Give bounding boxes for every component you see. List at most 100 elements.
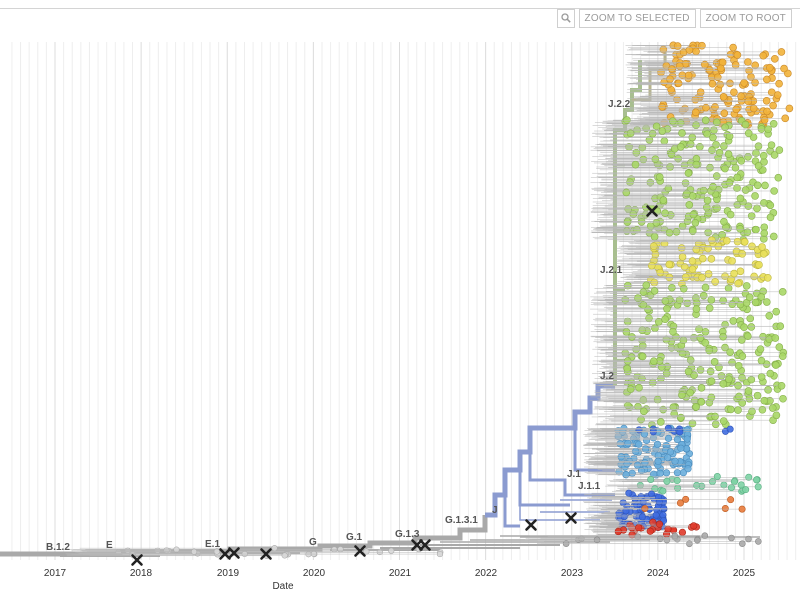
tip-node — [662, 469, 671, 477]
tip-node — [672, 227, 681, 236]
tip-node — [650, 357, 658, 366]
tip-node — [620, 513, 628, 521]
tip-node — [715, 148, 724, 157]
tip-node — [707, 296, 716, 304]
tip-node — [646, 527, 654, 535]
tip-node — [769, 101, 777, 110]
tip-node — [745, 535, 752, 543]
tip-node — [760, 116, 769, 124]
tip-node — [436, 550, 444, 558]
tip-node — [651, 324, 659, 333]
zoom-icon[interactable] — [556, 9, 575, 28]
tip-node — [726, 425, 734, 433]
tip-node — [638, 513, 646, 521]
tip-node — [721, 123, 729, 132]
tip-node — [738, 373, 746, 382]
tip-node — [748, 242, 756, 251]
tip-node — [764, 125, 772, 134]
tip-node — [692, 305, 701, 313]
tip-node — [676, 499, 684, 507]
tip-node — [660, 137, 669, 145]
tip-node — [728, 257, 736, 265]
tip-node — [738, 399, 747, 407]
tip-node — [737, 92, 745, 100]
tip-node — [760, 250, 768, 258]
tip-node — [674, 484, 682, 492]
tip-node — [724, 150, 733, 159]
tip-node — [671, 457, 679, 465]
tip-node — [706, 163, 714, 172]
tip-node — [654, 318, 663, 326]
tip-node — [708, 79, 717, 88]
tip-node — [772, 411, 781, 420]
tip-node — [628, 531, 636, 539]
zoom-to-root-button[interactable]: ZOOM TO ROOT — [699, 9, 792, 28]
tip-node — [781, 114, 790, 123]
tip-node — [656, 535, 664, 543]
tip-node — [635, 383, 643, 392]
tip-node — [742, 282, 751, 290]
tip-node — [271, 545, 278, 552]
tip-node — [730, 88, 738, 97]
tip-node — [661, 209, 669, 217]
tip-node — [684, 71, 693, 80]
tip-node — [652, 122, 661, 131]
tip-node — [701, 532, 709, 539]
tip-node — [678, 391, 686, 399]
tip-node — [688, 192, 697, 200]
tip-node — [628, 469, 636, 477]
zoom-to-selected-button[interactable]: ZOOM TO SELECTED — [578, 9, 696, 28]
tip-node — [692, 47, 700, 56]
tip-node — [748, 407, 756, 416]
tip-node — [713, 473, 721, 481]
tip-node — [656, 268, 665, 277]
tip-node — [680, 263, 689, 271]
tip-node — [736, 300, 745, 309]
tip-node — [775, 343, 784, 351]
tip-node — [767, 141, 776, 149]
tip-node — [752, 225, 760, 234]
tip-node — [692, 160, 701, 169]
tip-node — [771, 55, 779, 63]
tip-node — [664, 525, 672, 533]
clade-labels: B.1.2 E E.1 G G.1 G.1.3 G.1.3.1 J J.1 J.… — [46, 99, 631, 553]
tip-node — [772, 307, 781, 316]
tip-node — [641, 445, 650, 453]
tip-node — [747, 212, 756, 220]
tip-node — [650, 287, 659, 295]
axis-tick-2019: 2019 — [217, 568, 240, 579]
tip-node — [740, 238, 749, 246]
tip-node — [638, 352, 647, 361]
tip-node — [685, 201, 694, 209]
tip-node — [678, 129, 686, 137]
tip-node — [730, 478, 738, 486]
tip-node — [639, 155, 648, 164]
tip-node — [776, 322, 785, 331]
tip-node — [735, 392, 743, 401]
tip-node — [639, 288, 648, 296]
tip-node — [659, 487, 667, 495]
tip-node — [758, 405, 767, 414]
clade-label-e: E — [106, 540, 113, 551]
tip-node — [638, 326, 647, 335]
tip-node — [617, 453, 625, 461]
tip-node — [664, 424, 672, 432]
tip-node — [701, 60, 709, 69]
tip-node — [774, 173, 783, 182]
tip-node — [637, 415, 645, 424]
tip-node — [713, 118, 721, 127]
tip-node — [623, 116, 631, 124]
tip-node — [727, 484, 735, 492]
tip-node — [707, 377, 716, 386]
tip-node — [719, 380, 728, 388]
tip-node — [711, 412, 719, 421]
tip-node — [626, 385, 635, 393]
tip-node — [775, 79, 783, 88]
tip-node — [750, 272, 758, 281]
tip-node — [727, 496, 735, 504]
tip-node — [719, 93, 728, 101]
tip-node — [703, 196, 712, 205]
tip-node — [654, 457, 662, 465]
axis-tick-2020: 2020 — [303, 568, 326, 579]
tip-node — [726, 210, 735, 219]
